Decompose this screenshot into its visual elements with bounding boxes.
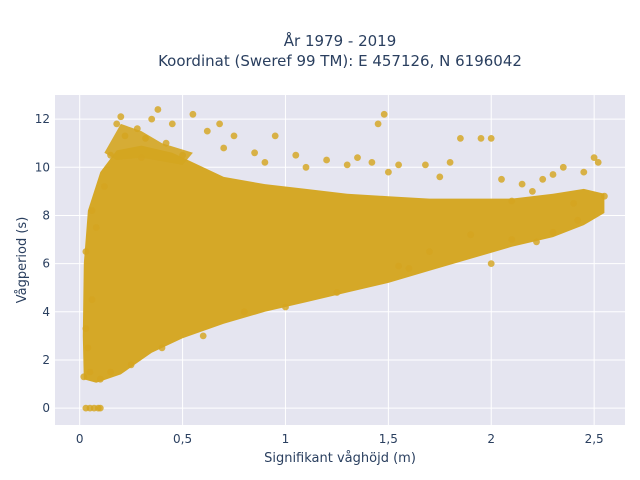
x-tick-label: 2 [487, 432, 495, 446]
scatter-point [436, 173, 444, 181]
scatter-point [282, 303, 289, 311]
point-cloud-core [82, 145, 605, 383]
scatter-point [477, 135, 485, 142]
scatter-point [154, 106, 162, 113]
scatter-point [107, 151, 114, 159]
scatter-point [467, 231, 475, 239]
x-tick-label: 1 [282, 432, 290, 446]
chart-title-line-2: Koordinat (Sweref 99 TM): E 457126, N 61… [158, 52, 522, 70]
scatter-point [271, 132, 279, 140]
scatter-point [302, 163, 310, 171]
scatter-point [162, 139, 170, 147]
x-axis-label: Signifikant våghöjd (m) [264, 451, 416, 466]
scatter-point [533, 238, 540, 246]
y-tick-labels: 0 2 4 6 8 10 12 [35, 112, 50, 415]
scatter-point [549, 171, 557, 178]
scatter-point [426, 248, 433, 256]
scatter-point [529, 188, 536, 195]
scatter-point [580, 168, 588, 176]
scatter-point [374, 120, 382, 128]
scatter-point [570, 200, 577, 207]
scatter-point [395, 161, 402, 169]
scatter-point [559, 163, 567, 171]
scatter-point [82, 325, 90, 332]
scatter-point [380, 110, 388, 118]
x-tick-label: 2,5 [585, 432, 604, 446]
scatter-point [498, 175, 505, 183]
scatter-point [96, 404, 104, 412]
y-tick-label: 8 [42, 208, 50, 222]
scatter-point [199, 332, 207, 340]
scatter-point [574, 216, 582, 224]
scatter-point [107, 368, 114, 376]
scatter-point [88, 296, 96, 304]
scatter-point [251, 149, 258, 157]
scatter-point [88, 207, 96, 215]
scatter-point [86, 368, 94, 376]
scatter-point [240, 308, 248, 316]
scatter-point [179, 151, 187, 159]
scatter-point [168, 120, 176, 128]
y-tick-label: 6 [42, 257, 50, 271]
scatter-point [82, 248, 90, 256]
scatter-point [405, 265, 413, 272]
scatter-point [292, 151, 300, 159]
scatter-point [133, 125, 141, 133]
scatter-point [539, 175, 547, 183]
scatter-point [84, 344, 92, 352]
x-tick-labels: 0 0,5 1 1,5 2 2,5 [76, 432, 604, 446]
scatter-point [203, 127, 211, 135]
scatter-point [92, 224, 100, 231]
scatter-point [590, 154, 598, 162]
scatter-point [261, 159, 269, 166]
y-tick-label: 4 [42, 305, 50, 319]
scatter-point [446, 159, 454, 166]
scatter-point [220, 144, 228, 152]
scatter-point [594, 159, 602, 166]
scatter-point [508, 197, 516, 205]
scatter-point [117, 113, 125, 121]
scatter-point [368, 159, 376, 166]
x-tick-label: 1,5 [379, 432, 398, 446]
scatter-point [422, 161, 429, 169]
scatter-point [138, 154, 145, 162]
scatter-point [549, 228, 557, 236]
x-tick-label: 0 [76, 432, 84, 446]
scatter-point [96, 375, 104, 383]
scatter-point [216, 120, 224, 128]
scatter-point [333, 289, 341, 296]
y-tick-label: 10 [35, 160, 50, 174]
y-tick-label: 12 [35, 112, 50, 126]
y-tick-label: 2 [42, 353, 50, 367]
scatter-point [354, 154, 361, 162]
scatter-point [148, 115, 156, 123]
scatter-point [457, 135, 464, 142]
scatter-point [601, 192, 608, 200]
scatter-point [127, 361, 135, 369]
scatter-point [158, 344, 166, 352]
scatter-point [518, 180, 526, 188]
scatter-point [142, 135, 149, 142]
y-axis-label: Vågperiod (s) [15, 217, 30, 304]
scatter-point [121, 132, 129, 140]
x-tick-label: 0,5 [173, 432, 192, 446]
scatter-point [508, 236, 516, 243]
scatter-point [113, 120, 121, 128]
scatter-point [323, 156, 330, 164]
scatter-point [80, 373, 88, 381]
chart-title-line-1: År 1979 - 2019 [284, 31, 397, 50]
scatter-point [189, 110, 197, 118]
scatter-point [487, 135, 495, 142]
scatter-point [487, 260, 495, 267]
scatter-point [101, 183, 108, 190]
data-points [80, 106, 608, 412]
scatter-point [395, 262, 402, 270]
y-tick-label: 0 [42, 401, 50, 415]
scatter-point [385, 168, 392, 176]
scatter-point [343, 161, 351, 169]
scatter-point [230, 132, 238, 140]
